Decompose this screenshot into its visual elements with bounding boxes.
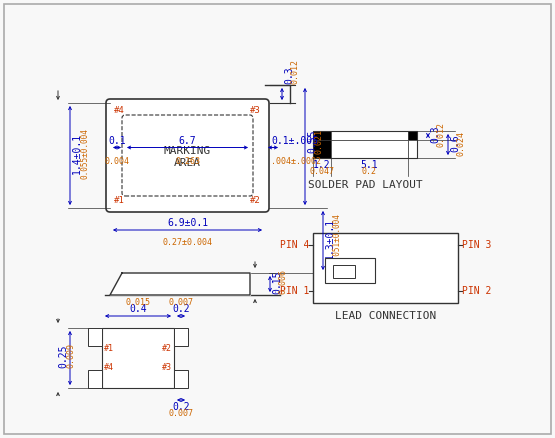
Text: 0.051±0.004: 0.051±0.004 bbox=[333, 213, 342, 264]
Text: #3: #3 bbox=[250, 106, 261, 115]
Text: PIN 3: PIN 3 bbox=[462, 240, 491, 250]
Text: 0.6: 0.6 bbox=[450, 135, 460, 152]
Bar bbox=[174, 370, 188, 388]
Text: 6.7: 6.7 bbox=[179, 135, 196, 145]
Bar bbox=[174, 328, 188, 346]
Text: 1.2: 1.2 bbox=[313, 160, 331, 170]
Text: 0.012: 0.012 bbox=[291, 59, 300, 84]
Text: 0.25: 0.25 bbox=[58, 344, 68, 368]
Bar bbox=[102, 328, 174, 388]
Text: 0.3: 0.3 bbox=[430, 126, 440, 143]
Text: PIN 4: PIN 4 bbox=[280, 240, 309, 250]
Bar bbox=[313, 140, 331, 158]
Text: 0.007: 0.007 bbox=[169, 409, 194, 418]
Text: LEAD CONNECTION: LEAD CONNECTION bbox=[335, 311, 436, 321]
Bar bbox=[333, 265, 355, 278]
Text: 0.27±0.004: 0.27±0.004 bbox=[163, 238, 213, 247]
Text: 0.006: 0.006 bbox=[279, 269, 288, 294]
Polygon shape bbox=[110, 273, 250, 295]
Text: #2: #2 bbox=[250, 196, 261, 205]
Text: 0.15: 0.15 bbox=[272, 270, 282, 294]
Text: 0.024: 0.024 bbox=[457, 131, 466, 156]
Bar bbox=[325, 258, 375, 283]
Bar bbox=[313, 131, 417, 158]
Text: 0.2: 0.2 bbox=[172, 304, 190, 314]
Bar bbox=[88, 370, 102, 388]
Text: 0.047: 0.047 bbox=[310, 167, 335, 176]
Bar bbox=[331, 140, 408, 158]
Text: .004±.0002: .004±.0002 bbox=[271, 156, 321, 166]
Text: 6.9±0.1: 6.9±0.1 bbox=[167, 218, 208, 228]
FancyBboxPatch shape bbox=[122, 115, 253, 196]
Text: 1.3±0.1: 1.3±0.1 bbox=[325, 218, 335, 259]
Bar bbox=[408, 140, 417, 158]
Bar bbox=[88, 328, 102, 346]
Bar bbox=[408, 131, 417, 140]
Text: SOLDER PAD LAYOUT: SOLDER PAD LAYOUT bbox=[307, 180, 422, 190]
Text: #3: #3 bbox=[162, 363, 172, 372]
Text: 0.012: 0.012 bbox=[437, 122, 446, 147]
Text: 0.3: 0.3 bbox=[284, 67, 294, 84]
Text: 0.263: 0.263 bbox=[175, 156, 200, 166]
Text: 0.007: 0.007 bbox=[169, 298, 194, 307]
Text: 0.55: 0.55 bbox=[307, 130, 317, 153]
Text: 5.1: 5.1 bbox=[361, 160, 379, 170]
Text: #2: #2 bbox=[162, 344, 172, 353]
Text: PIN 1: PIN 1 bbox=[280, 286, 309, 296]
Text: 0.055±0.004: 0.055±0.004 bbox=[81, 128, 90, 179]
Bar bbox=[313, 233, 458, 303]
Text: #4: #4 bbox=[114, 106, 125, 115]
Bar bbox=[331, 131, 408, 140]
Text: #4: #4 bbox=[104, 363, 114, 372]
Text: PIN 2: PIN 2 bbox=[462, 286, 491, 296]
Text: 0.004: 0.004 bbox=[104, 156, 129, 166]
Text: 0.015: 0.015 bbox=[125, 298, 150, 307]
Text: #1: #1 bbox=[114, 196, 125, 205]
Text: 0.1±.005: 0.1±.005 bbox=[271, 135, 318, 145]
Text: 0.4: 0.4 bbox=[129, 304, 147, 314]
Text: #1: #1 bbox=[104, 344, 114, 353]
Text: 0.2: 0.2 bbox=[172, 402, 190, 412]
Bar bbox=[313, 131, 331, 140]
Text: 1.4±0.1: 1.4±0.1 bbox=[72, 133, 82, 174]
Text: 0.1: 0.1 bbox=[108, 135, 126, 145]
Text: AREA: AREA bbox=[174, 158, 201, 167]
FancyBboxPatch shape bbox=[106, 99, 269, 212]
Text: MARKING: MARKING bbox=[164, 145, 211, 155]
Text: 0.021: 0.021 bbox=[314, 129, 323, 154]
Text: 0.009: 0.009 bbox=[67, 343, 76, 368]
Text: 0.2: 0.2 bbox=[362, 167, 377, 176]
